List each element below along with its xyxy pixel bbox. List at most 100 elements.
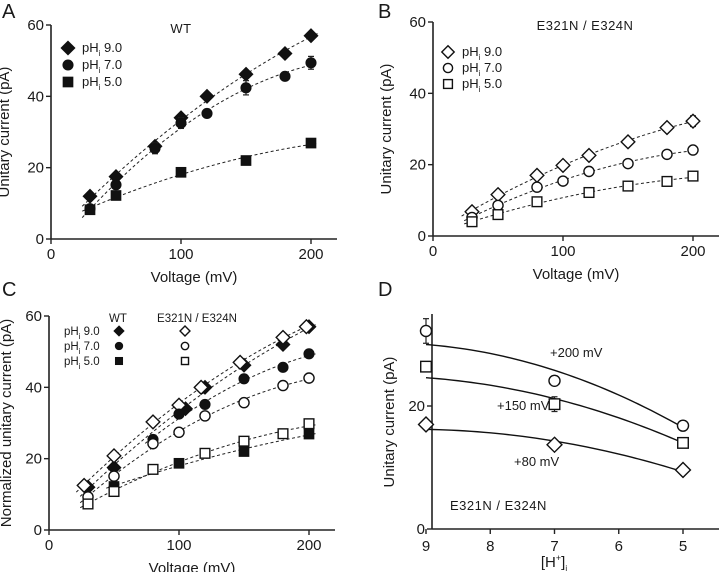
legend-marker [114,341,124,351]
legend-label: pHi 5.0 [82,74,122,92]
legend-marker [442,62,454,74]
fit-curve [79,324,316,497]
data-point [232,354,248,371]
x-tick-label: 100 [166,537,191,554]
y-tick-label: 20 [25,451,42,468]
data-point [685,113,701,129]
legend-label: pHi 7.0 [462,60,502,78]
y-tick-label: 0 [417,521,425,538]
y-tick-label: 40 [25,379,42,396]
data-point [108,485,120,498]
data-point [193,379,209,396]
chart-title: WT [170,21,191,36]
data-point [583,165,595,178]
legend-marker [180,341,190,351]
legend-label: pHi 5.0 [462,76,502,94]
data-point [659,119,675,136]
data-point [238,373,250,385]
x-tick-label: 200 [296,537,321,554]
data-point [687,144,699,156]
data-point [557,175,569,187]
x-tick-label: 200 [680,243,705,260]
data-point [492,199,504,212]
legend-marker [62,59,74,71]
fit-curve [75,323,314,493]
data-point [676,419,690,432]
data-point [277,379,289,392]
fit-curve [82,143,317,212]
legend-marker [442,78,454,90]
data-point [531,181,543,193]
panel-letter-d: D [378,279,392,301]
y-axis-label: Normalized unitary current (pA) [0,319,15,527]
y-tick-label: 20 [409,157,426,174]
data-point [303,28,319,44]
data-point [76,477,92,494]
data-point [173,457,185,469]
legend-label: pHi 9.0 [82,40,122,58]
x-tick-label: 7 [550,538,558,555]
panel-letter-b: B [378,1,391,23]
data-point [279,70,291,82]
data-point [583,186,595,199]
data-point [199,410,211,422]
fit-curve [81,33,318,207]
data-point [303,418,315,430]
data-point [622,157,634,170]
legend-marker [180,356,190,366]
data-point [677,436,689,449]
data-point [110,179,122,191]
x-axis-label: Voltage (mV) [151,269,238,286]
data-point [240,82,252,94]
y-tick-label: 0 [36,231,44,248]
data-point [201,107,213,120]
legend-marker [62,76,74,88]
y-tick-label: 0 [34,522,42,539]
data-point [108,470,120,482]
panel-letter-a: A [2,1,16,23]
data-point [82,498,94,510]
data-point [110,190,122,201]
data-point [238,435,250,447]
data-point [199,88,215,104]
data-point [173,408,185,420]
y-tick-label: 40 [27,88,44,105]
data-point [687,170,699,182]
x-tick-label: 9 [422,538,430,555]
y-axis-label: Unitary current (pA) [378,64,395,195]
y-tick-label: 60 [25,308,42,325]
y-tick-label: 60 [27,17,44,34]
data-point [581,147,597,164]
x-axis-label: Voltage (mV) [149,560,236,572]
legend-marker [113,325,125,337]
data-point [238,66,254,82]
curve-annotation: +80 mV [514,454,559,469]
fit-curve [425,343,684,429]
data-point [82,188,98,204]
fit-curve [79,377,316,504]
data-point [106,448,122,464]
x-tick-label: 8 [486,538,494,555]
panel-b-chart: 0 100 200 0 20 40 60 Voltage (mV) Unitary curren… [378,14,719,283]
data-point [175,166,187,178]
x-tick-label: 200 [298,246,323,263]
data-point [303,372,315,384]
data-point [305,137,317,149]
data-point [548,374,561,388]
fit-curve [463,149,699,222]
panel-d-chart: 9 8 7 6 5 0 20 [H+]i Unitary current (pA) E321N /… [381,314,719,572]
data-point [199,398,211,411]
curve-annotation: +150 mV [497,398,550,413]
data-point [199,447,211,459]
y-tick-label: 20 [408,398,425,415]
data-point [420,360,432,373]
data-point [298,318,315,335]
chart-title: E321N / E324N [450,498,547,513]
chart-title: E321N / E324N [537,18,634,33]
fit-curve [144,353,316,444]
data-point [238,396,250,409]
data-point [84,204,96,216]
panel-a-chart: 0 100 200 0 20 40 60 Voltage (mV) Unitary curren… [0,17,337,286]
data-point [173,426,185,439]
